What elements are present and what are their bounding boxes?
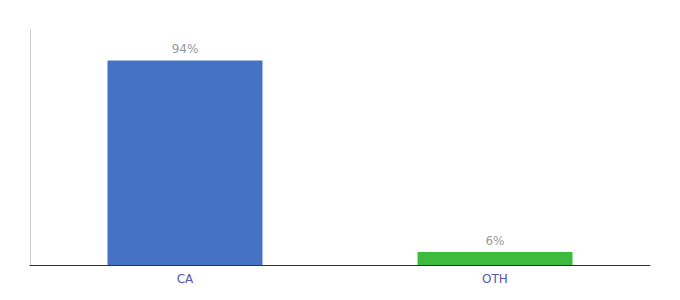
svg-text:6%: 6% — [485, 234, 504, 248]
svg-text:94%: 94% — [172, 42, 199, 56]
svg-text:CA: CA — [177, 272, 194, 286]
svg-text:OTH: OTH — [482, 272, 508, 286]
